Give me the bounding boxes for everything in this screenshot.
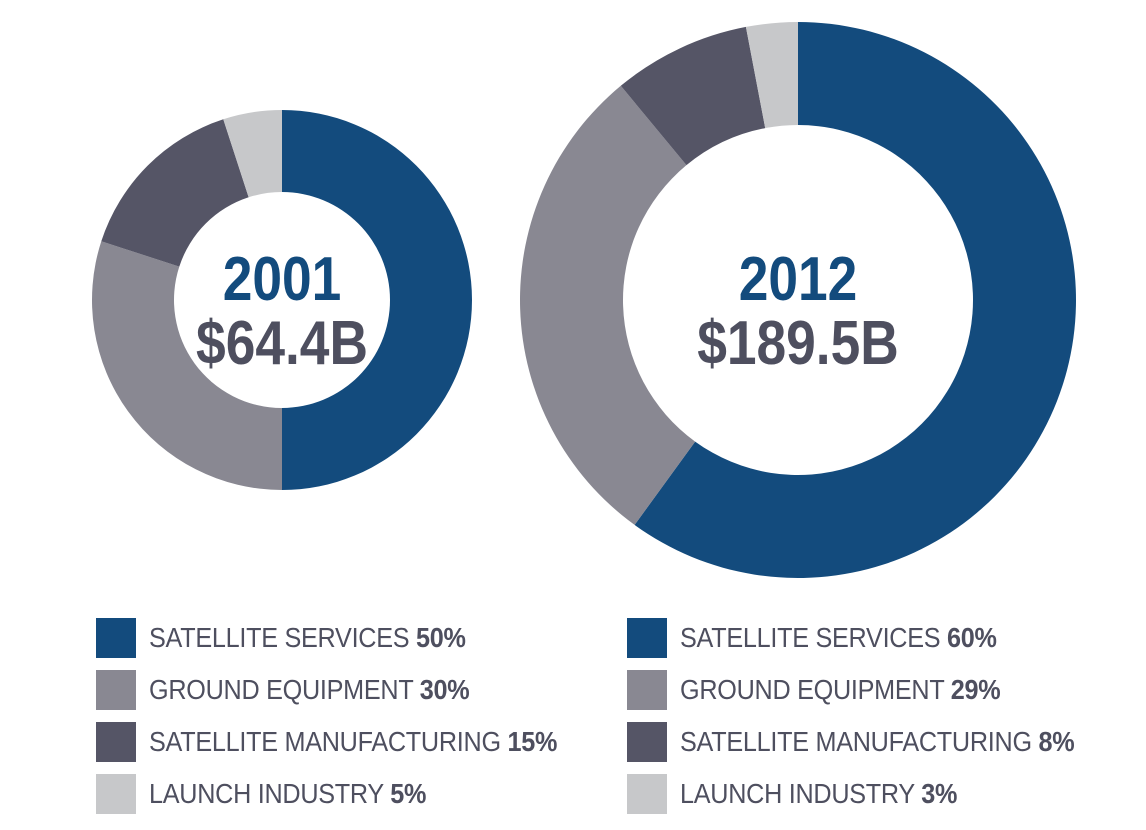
slice-satellite-services bbox=[634, 22, 1076, 578]
legend-swatch bbox=[96, 670, 136, 710]
slice-launch-industry bbox=[223, 110, 282, 198]
legend-label: SATELLITE MANUFACTURING 8% bbox=[680, 726, 1075, 757]
legend-label: LAUNCH INDUSTRY 3% bbox=[680, 778, 958, 809]
legend-2012: SATELLITE SERVICES 60% GROUND EQUIPMENT … bbox=[627, 612, 1118, 820]
center-year-2012: 2012 bbox=[739, 245, 858, 314]
legend-swatch bbox=[627, 670, 667, 710]
slice-satellite-services bbox=[282, 110, 472, 490]
donut-chart-2012 bbox=[520, 22, 1076, 578]
slice-satellite-manufacturing bbox=[620, 26, 766, 166]
center-value-2001: $64.4B bbox=[196, 309, 368, 378]
legend-swatch bbox=[96, 774, 136, 814]
donut-charts: 2001 $64.4B 2012 $189.5B bbox=[92, 22, 1076, 578]
legend-label: GROUND EQUIPMENT 29% bbox=[680, 674, 1001, 705]
legend-swatch bbox=[96, 618, 136, 658]
slice-ground-equipment bbox=[92, 241, 283, 490]
center-value-2012: $189.5B bbox=[697, 309, 899, 378]
donut-chart-2001 bbox=[92, 110, 472, 490]
legend-label: SATELLITE SERVICES 60% bbox=[680, 622, 997, 653]
legend-label: SATELLITE MANUFACTURING 15% bbox=[149, 726, 558, 757]
legend-label: LAUNCH INDUSTRY 5% bbox=[149, 778, 427, 809]
legend-2001: SATELLITE SERVICES 50% GROUND EQUIPMENT … bbox=[96, 612, 603, 820]
legend-swatch bbox=[96, 722, 136, 762]
legend-swatch bbox=[627, 722, 667, 762]
legend-item-satellite-manufacturing-2012: SATELLITE MANUFACTURING 8% bbox=[627, 716, 1118, 768]
legend-item-ground-equipment-2001: GROUND EQUIPMENT 30% bbox=[96, 664, 603, 716]
legend-label: SATELLITE SERVICES 50% bbox=[149, 622, 466, 653]
slice-satellite-manufacturing bbox=[101, 119, 249, 267]
legend-label: GROUND EQUIPMENT 30% bbox=[149, 674, 470, 705]
slice-ground-equipment bbox=[520, 85, 696, 525]
legend-item-launch-industry-2012: LAUNCH INDUSTRY 3% bbox=[627, 768, 1118, 820]
center-year-2001: 2001 bbox=[223, 245, 342, 314]
slice-launch-industry bbox=[745, 22, 798, 129]
legend-swatch bbox=[627, 618, 667, 658]
legend-swatch bbox=[627, 774, 667, 814]
legend-item-satellite-services-2012: SATELLITE SERVICES 60% bbox=[627, 612, 1118, 664]
legend-item-launch-industry-2001: LAUNCH INDUSTRY 5% bbox=[96, 768, 603, 820]
legend-item-satellite-services-2001: SATELLITE SERVICES 50% bbox=[96, 612, 603, 664]
legend-item-satellite-manufacturing-2001: SATELLITE MANUFACTURING 15% bbox=[96, 716, 603, 768]
legend-item-ground-equipment-2012: GROUND EQUIPMENT 29% bbox=[627, 664, 1118, 716]
